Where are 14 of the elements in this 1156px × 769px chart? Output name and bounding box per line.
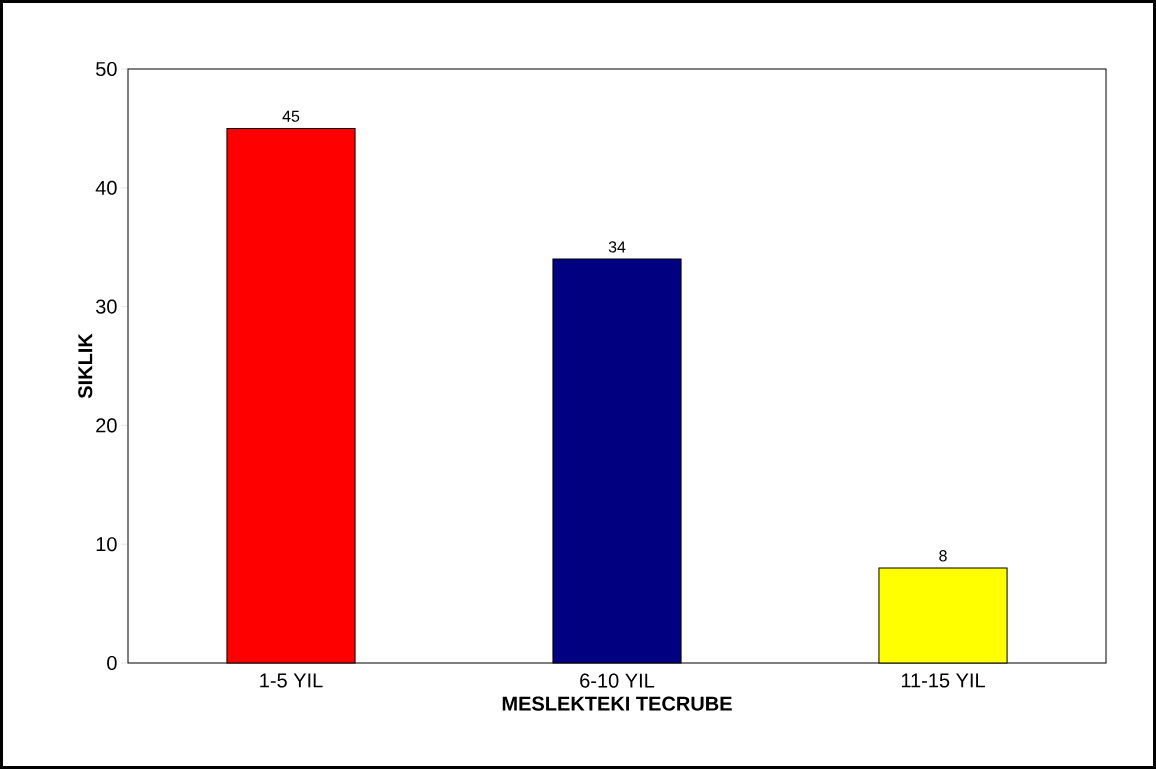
- x-axis-title: MESLEKTEKI TECRUBE: [502, 696, 732, 711]
- x-tick-label: 6-10 YIL: [580, 673, 655, 688]
- y-tick-label: 10: [96, 537, 117, 552]
- data-label: 45: [282, 110, 300, 122]
- y-tick-label: 20: [96, 418, 117, 433]
- x-tick-label: 1-5 YIL: [260, 673, 323, 688]
- y-tick-label: 50: [96, 61, 117, 77]
- x-tick-label: 11-15 YIL: [901, 673, 985, 688]
- y-tick-label: 0: [107, 655, 117, 671]
- y-tick-label: 40: [95, 180, 117, 195]
- y-tick-label: 30: [95, 299, 117, 314]
- data-label: 34: [608, 241, 626, 253]
- data-label: 8: [939, 550, 947, 562]
- y-axis-title: SIKLIK: [78, 333, 93, 399]
